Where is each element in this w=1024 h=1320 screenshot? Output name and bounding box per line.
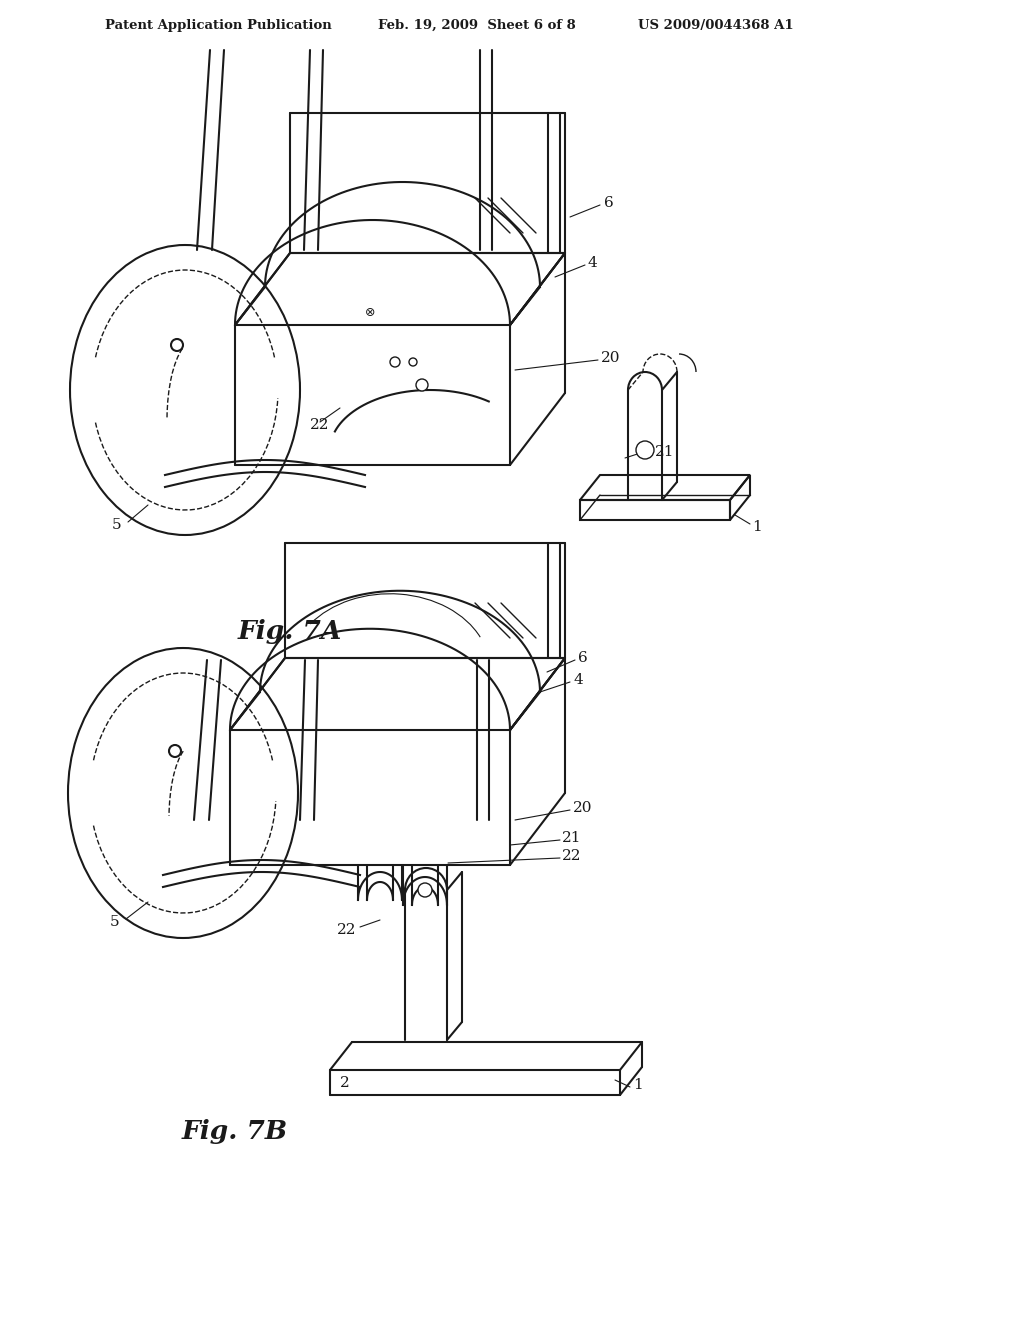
- Text: US 2009/0044368 A1: US 2009/0044368 A1: [638, 18, 794, 32]
- Text: Fig. 7A: Fig. 7A: [238, 619, 342, 644]
- Text: 22: 22: [562, 849, 582, 863]
- Circle shape: [418, 883, 432, 898]
- Circle shape: [171, 339, 183, 351]
- Text: Feb. 19, 2009  Sheet 6 of 8: Feb. 19, 2009 Sheet 6 of 8: [378, 18, 575, 32]
- Text: 5: 5: [110, 915, 120, 929]
- Text: 20: 20: [573, 801, 593, 814]
- Text: 21: 21: [562, 832, 582, 845]
- Text: 22: 22: [310, 418, 330, 432]
- Text: 1: 1: [752, 520, 762, 535]
- Text: Fig. 7B: Fig. 7B: [182, 1119, 288, 1144]
- Text: 2: 2: [340, 1076, 350, 1090]
- Text: 5: 5: [112, 517, 122, 532]
- Text: $\otimes$: $\otimes$: [365, 306, 376, 319]
- Text: 1: 1: [633, 1078, 643, 1092]
- Text: 20: 20: [601, 351, 621, 366]
- Text: 21: 21: [655, 445, 675, 459]
- Text: 22: 22: [337, 923, 356, 937]
- Circle shape: [636, 441, 654, 459]
- Text: Patent Application Publication: Patent Application Publication: [105, 18, 332, 32]
- Circle shape: [169, 744, 181, 756]
- Circle shape: [409, 358, 417, 366]
- Text: 6: 6: [578, 651, 588, 665]
- Circle shape: [390, 356, 400, 367]
- Circle shape: [416, 379, 428, 391]
- Text: 4: 4: [573, 673, 583, 686]
- Text: 6: 6: [604, 195, 613, 210]
- Text: 4: 4: [588, 256, 598, 271]
